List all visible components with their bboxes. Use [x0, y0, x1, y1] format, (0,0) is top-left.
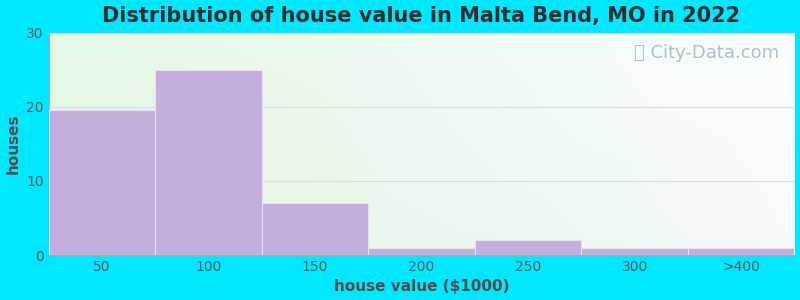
Bar [155, 70, 262, 255]
Title: Distribution of house value in Malta Bend, MO in 2022: Distribution of house value in Malta Ben… [102, 6, 741, 26]
Bar [582, 248, 688, 255]
Bar [474, 240, 582, 255]
Y-axis label: houses: houses [6, 114, 21, 174]
Bar [368, 248, 474, 255]
Bar [262, 203, 368, 255]
Text: ⓘ City-Data.com: ⓘ City-Data.com [634, 44, 779, 62]
Bar [688, 248, 794, 255]
Bar [49, 110, 155, 255]
X-axis label: house value ($1000): house value ($1000) [334, 279, 510, 294]
